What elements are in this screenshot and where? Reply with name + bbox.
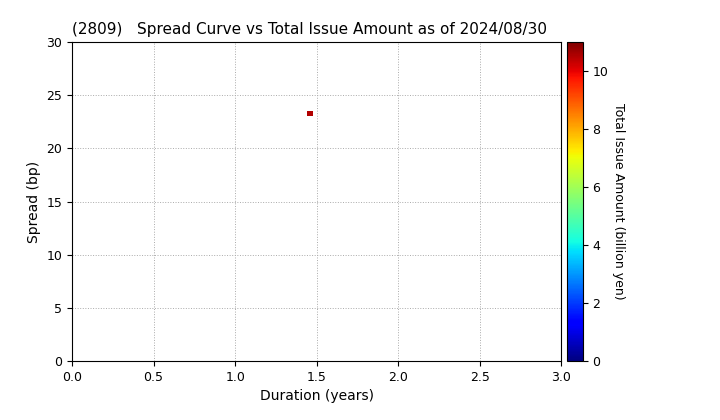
Text: (2809)   Spread Curve vs Total Issue Amount as of 2024/08/30: (2809) Spread Curve vs Total Issue Amoun… (72, 22, 547, 37)
Y-axis label: Spread (bp): Spread (bp) (27, 160, 41, 243)
Point (305, 110, 316, 117)
X-axis label: Duration (years): Duration (years) (260, 389, 374, 404)
Y-axis label: Total Issue Amount (billion yen): Total Issue Amount (billion yen) (612, 103, 625, 300)
